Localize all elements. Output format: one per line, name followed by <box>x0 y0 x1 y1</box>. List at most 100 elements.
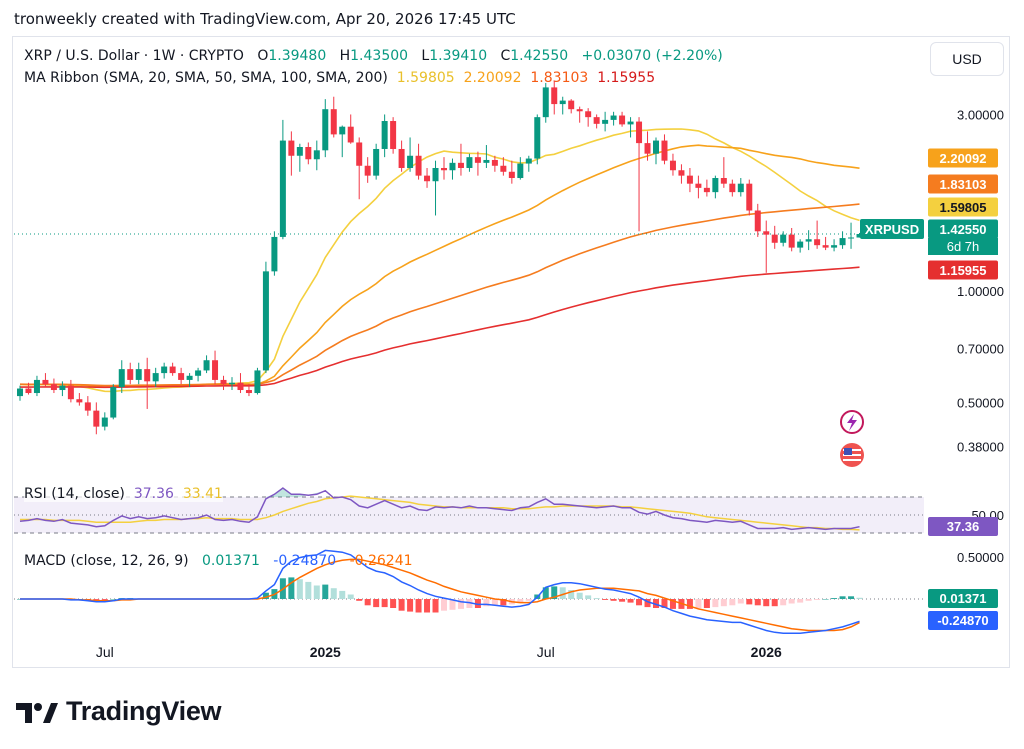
macd-histogram-bar <box>398 599 405 611</box>
macd-signal-value: -0.26241 <box>349 553 413 569</box>
time-tick-label: Jul <box>537 644 555 660</box>
price-tag-label: 2.20092 <box>940 151 987 166</box>
price-tags: 2.20092 1.83103 1.59805 1.42550 1.15955 XRPUS… <box>860 148 998 280</box>
candle-body <box>25 388 32 394</box>
candle-body <box>483 159 490 163</box>
candle-body <box>110 387 117 418</box>
candle-body <box>186 375 193 380</box>
brand-name: TradingView <box>66 696 222 726</box>
candle-body <box>822 245 829 248</box>
macd-histogram-bar <box>695 599 702 608</box>
macd-histogram-bar <box>551 586 558 599</box>
macd-histogram-bar <box>517 599 524 603</box>
macd-histogram-bar <box>585 595 592 599</box>
macd-histogram-bar <box>602 599 609 600</box>
macd-histogram-bar <box>424 599 431 613</box>
price-tag <box>928 260 998 280</box>
candle-body <box>856 234 863 238</box>
macd-histogram-bar <box>432 599 439 613</box>
macd-hist-tag <box>928 589 998 608</box>
macd-histogram-bar <box>720 599 727 607</box>
macd-histogram-bar <box>856 597 863 599</box>
price-tag <box>928 174 998 194</box>
currency-button[interactable]: USD <box>930 42 1004 76</box>
macd-histogram-bar <box>703 599 710 608</box>
candle-body <box>118 369 125 388</box>
candle-body <box>415 155 422 176</box>
candle-body <box>593 117 600 124</box>
macd-histogram-bar <box>780 599 787 606</box>
time-tick-label: Jul <box>96 644 114 660</box>
side-icons <box>840 410 864 467</box>
rsi-line <box>19 487 860 531</box>
candle-body <box>161 366 168 374</box>
candle-body <box>76 399 83 403</box>
candle-body <box>780 234 787 243</box>
macd-histogram-bar <box>288 577 295 599</box>
candle-body <box>441 167 447 171</box>
candle-body <box>653 140 659 154</box>
macd-histogram-bar <box>373 599 380 608</box>
chart-header: tronweekly created with TradingView.com,… <box>14 10 516 28</box>
candle-body <box>551 87 558 105</box>
candle-body <box>245 390 252 394</box>
macd-histogram-bar <box>644 599 651 608</box>
price-tag-label: 1.42550 <box>940 222 987 237</box>
ma-ribbon <box>14 128 860 393</box>
candle-body <box>669 160 676 171</box>
symbol-tag-label: XRPUSD <box>865 222 919 237</box>
candle-body <box>398 148 405 168</box>
macd-histogram-bar <box>797 599 804 603</box>
candle-body <box>678 170 685 176</box>
candle-body <box>636 121 643 144</box>
candle-body <box>585 111 592 118</box>
macd-histogram-bar <box>848 596 855 599</box>
macd-histogram-bar <box>262 592 269 599</box>
candle-body <box>517 163 524 179</box>
candle-body <box>203 360 210 371</box>
candle-body <box>542 87 549 118</box>
macd-line <box>20 549 860 634</box>
macd-histogram-bar <box>390 599 397 608</box>
candle-body <box>296 146 303 156</box>
candle-body <box>474 157 481 163</box>
ma-value-4: 1.15955 <box>597 70 656 86</box>
symbol-tag <box>860 219 924 239</box>
macd-histogram-bar <box>839 596 846 599</box>
macd-value: -0.24870 <box>273 553 337 569</box>
candle-body <box>407 155 414 168</box>
macd-histogram-bar <box>686 599 693 609</box>
candle-body <box>839 238 846 246</box>
symbol-legend: XRP / U.S. Dollar · 1W · CRYPTO O1.39480… <box>24 48 723 64</box>
macd-histogram-bar <box>729 599 736 606</box>
rsi-tag <box>928 517 998 536</box>
macd-histogram-bar <box>305 581 312 599</box>
symbol-label: XRP / U.S. Dollar · 1W · CRYPTO <box>24 48 244 64</box>
macd-histogram-bar <box>407 599 414 612</box>
price-tag <box>928 197 998 217</box>
sma-200-line <box>20 266 860 389</box>
candle-body <box>330 109 337 135</box>
macd-histogram-bar <box>474 599 481 608</box>
open-label: O <box>257 48 269 64</box>
macd-histogram-bar <box>653 599 659 608</box>
candle-body <box>763 231 770 235</box>
chart-frame[interactable] <box>12 36 1010 668</box>
change-value: +0.03070 (+2.20%) <box>581 48 723 64</box>
macd-histogram-bar <box>330 588 337 599</box>
sma-100-line <box>19 203 860 387</box>
macd-histogram-bar <box>441 599 447 611</box>
macd-histogram-bar <box>525 599 532 601</box>
open-value: 1.39480 <box>268 48 327 64</box>
macd-histogram-bar <box>636 599 643 606</box>
macd-tag-label: -0.24870 <box>937 613 988 628</box>
ma-value-3: 1.83103 <box>530 70 589 86</box>
candle-body <box>788 234 795 248</box>
high-label: H <box>339 48 351 64</box>
rsi-label: RSI (14, close) <box>24 486 125 502</box>
candle-body <box>42 379 49 385</box>
candle-body <box>686 175 693 184</box>
time-tick-label: 2025 <box>310 644 341 660</box>
tradingview-logo-icon <box>16 702 58 723</box>
